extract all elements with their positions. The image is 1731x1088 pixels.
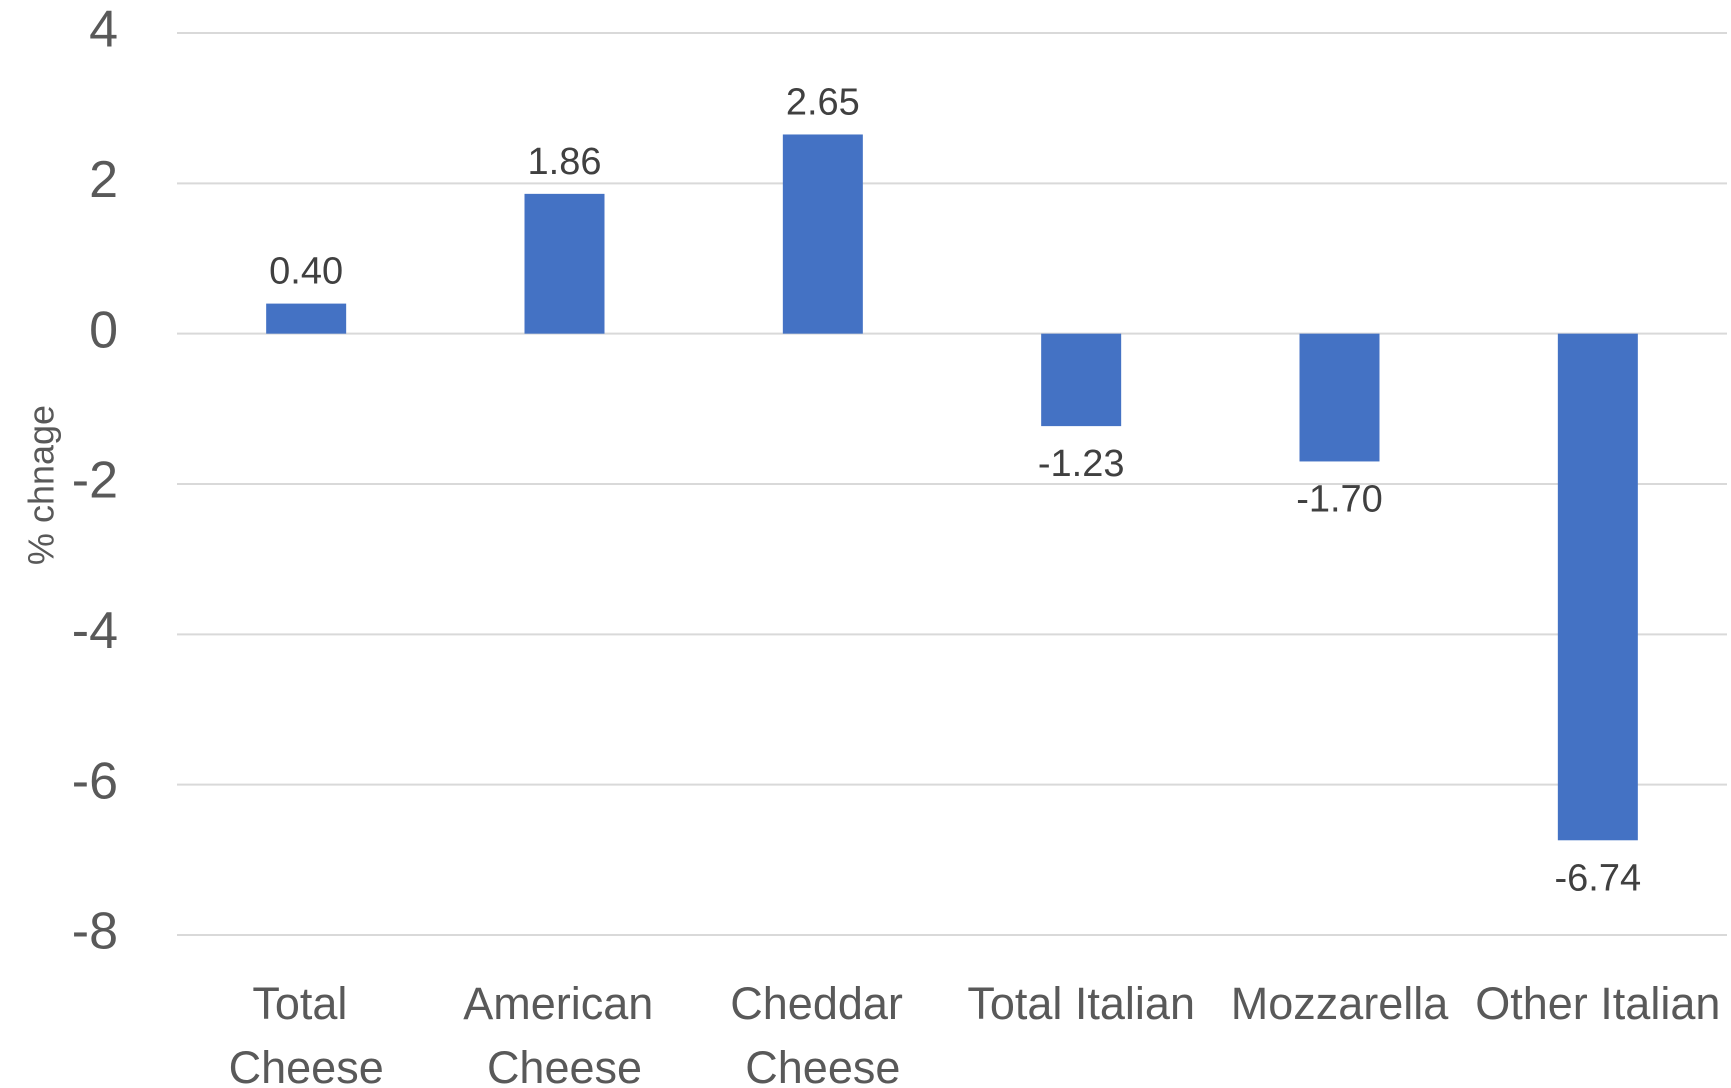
data-label: 0.40	[269, 251, 343, 293]
x-tick-label: American Cheese	[463, 978, 666, 1088]
bar	[782, 134, 863, 334]
x-tick-label: Other Italian	[1475, 978, 1720, 1029]
y-tick-label: 2	[89, 151, 118, 209]
bar	[1557, 333, 1638, 841]
bar	[524, 193, 605, 334]
y-tick-label: -6	[72, 752, 118, 810]
bar	[266, 303, 347, 334]
y-tick-label: 0	[89, 301, 118, 359]
y-tick-label: -4	[72, 602, 118, 660]
y-tick-label: -8	[72, 903, 118, 961]
data-label: -1.70	[1296, 478, 1383, 520]
bar	[1299, 333, 1380, 462]
y-tick-label: -2	[72, 452, 118, 510]
data-label: 1.86	[528, 141, 602, 183]
x-tick-label: Total Cheese	[229, 978, 384, 1088]
x-tick-label: Cheddar Cheese	[730, 978, 915, 1088]
data-label: -6.74	[1555, 857, 1642, 899]
data-label: -1.23	[1038, 443, 1125, 485]
y-tick-label: 4	[89, 1, 118, 59]
data-label: 2.65	[786, 81, 860, 123]
x-tick-label: Total Italian	[967, 978, 1195, 1029]
x-tick-label: Mozzarella	[1231, 978, 1450, 1029]
bar	[1041, 333, 1122, 427]
y-axis-title: % chnage	[21, 405, 62, 565]
